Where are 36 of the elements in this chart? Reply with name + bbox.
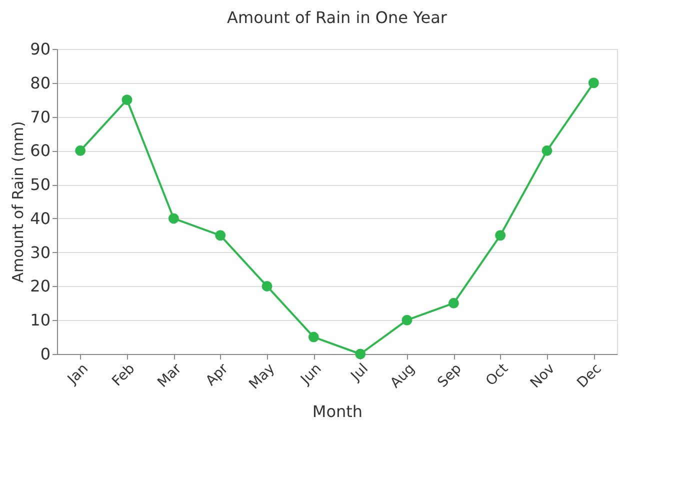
- y-tick-label: 0: [40, 344, 50, 364]
- y-axis-title: Amount of Rain (mm): [9, 121, 28, 283]
- point: [308, 332, 319, 342]
- x-tick-label: Jul: [347, 360, 372, 385]
- x-tick-label: Jun: [297, 360, 325, 388]
- x-tick-label: Aug: [387, 360, 418, 392]
- y-tick-label: 50: [30, 175, 50, 194]
- chart-title: Amount of Rain in One Year: [227, 8, 448, 27]
- x-tick-label: Jan: [64, 360, 92, 388]
- point: [168, 213, 179, 224]
- point: [122, 94, 132, 106]
- y-tick-label: 70: [30, 107, 50, 126]
- x-tick-label: Nov: [527, 360, 558, 392]
- y-tick-label: 80: [30, 73, 50, 92]
- y-tick-label: 30: [30, 242, 50, 262]
- x-tick-label: Feb: [109, 360, 138, 390]
- x-tick-label: Sep: [434, 360, 465, 391]
- y-tick-label: 60: [30, 141, 50, 160]
- point: [588, 78, 599, 88]
- point: [355, 348, 366, 360]
- y-tick-label: 20: [30, 276, 50, 296]
- x-tick-label: Dec: [574, 360, 605, 392]
- y-tick-label: 90: [30, 40, 50, 58]
- point: [215, 230, 226, 241]
- x-tick-label: Apr: [202, 360, 232, 390]
- point: [262, 280, 272, 292]
- point: [495, 230, 506, 241]
- point: [542, 145, 552, 156]
- x-tick-label: Mar: [154, 360, 185, 391]
- point: [448, 298, 459, 308]
- point: [75, 145, 86, 156]
- x-axis-title: Month: [312, 402, 363, 421]
- y-tick-label: 10: [30, 310, 50, 330]
- y-tick-label: 40: [30, 208, 50, 228]
- x-tick-label: Oct: [483, 360, 512, 390]
- point: [402, 314, 412, 326]
